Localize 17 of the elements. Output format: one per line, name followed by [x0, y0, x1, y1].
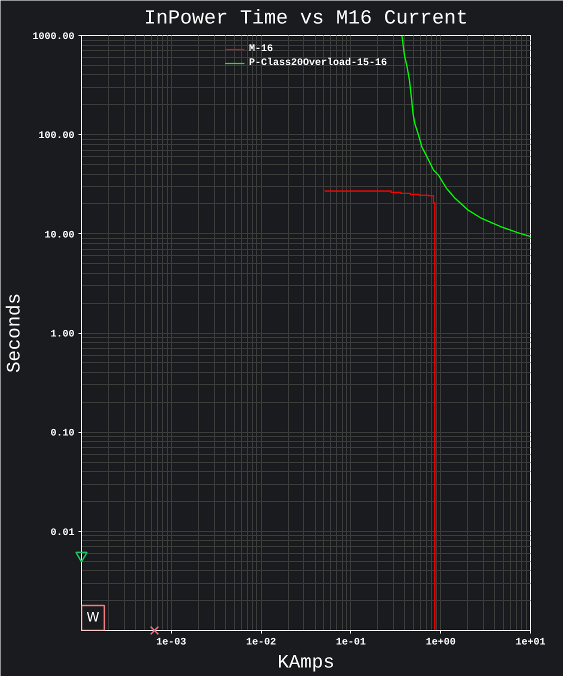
x-tick-label: 1e+00 [426, 638, 456, 648]
y-tick-label: 0.01 [50, 528, 75, 539]
y-tick-label: 10.00 [44, 230, 75, 242]
legend-label: M-16 [248, 43, 273, 55]
chart-title: InPower Time vs M16 Current [144, 8, 468, 30]
x-tick-label: 1e-01 [336, 638, 366, 648]
y-axis-title: Seconds [3, 293, 26, 373]
y-tick-label: 1000.00 [32, 32, 75, 43]
y-tick-label: 0.10 [50, 428, 75, 440]
x-tick-label: 1e-03 [156, 638, 186, 648]
y-tick-label: 100.00 [38, 131, 75, 142]
legend-label: P-Class20Overload-15-16 [248, 57, 388, 69]
annotation: W [86, 610, 100, 626]
x-axis-title: KAmps [277, 652, 335, 674]
x-tick-label: 1e-02 [246, 638, 276, 648]
y-tick-label: 1.00 [50, 330, 75, 340]
x-tick-label: 1e+01 [516, 638, 546, 648]
